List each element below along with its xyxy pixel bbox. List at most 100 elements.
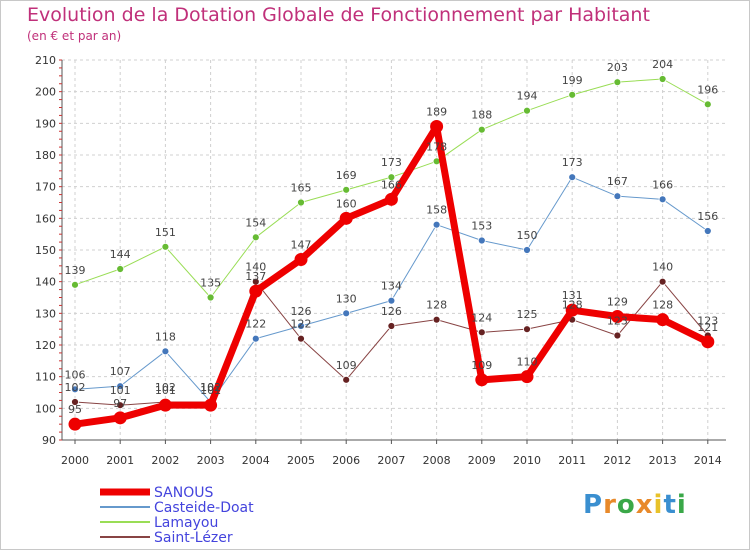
logo-letter: P [583,490,604,520]
data-label: 140 [245,261,266,274]
data-label: 135 [200,277,221,290]
data-label: 173 [562,156,583,169]
logo-letter: i [676,490,687,520]
data-point [158,398,172,412]
y-tick-label: 210 [35,54,56,67]
data-label: 128 [652,299,673,312]
data-point [430,120,444,133]
x-tick-label: 2000 [61,454,89,467]
data-point [565,303,579,317]
data-label: 109 [471,359,492,372]
data-point [523,106,531,115]
y-tick-label: 180 [35,149,56,162]
data-label: 125 [517,308,538,321]
data-point [339,211,353,225]
data-point [432,315,441,324]
chart-title: Evolution de la Dotation Globale de Fonc… [27,4,650,26]
y-tick-label: 100 [35,402,56,415]
data-label: 121 [697,321,718,334]
data-point [387,173,396,182]
logo-letter: t [663,490,677,520]
data-label: 165 [291,182,312,195]
data-label: 118 [155,330,176,343]
data-label: 134 [381,280,402,293]
data-point [477,236,486,245]
data-label: 101 [110,384,131,397]
data-label: 101 [200,384,221,397]
y-tick-label: 130 [35,307,56,320]
data-point [656,313,670,327]
data-point [703,227,712,235]
data-point [568,90,577,99]
data-point [342,309,351,318]
data-point [658,195,667,204]
data-label: 140 [652,261,673,274]
data-label: 167 [607,175,628,188]
data-point [251,233,260,242]
x-tick-label: 2010 [513,454,541,467]
data-point [71,280,79,289]
data-point [432,220,441,229]
x-tick-label: 2006 [332,454,360,467]
legend-label: Casteide-Doat [154,500,254,516]
x-tick-label: 2009 [468,454,496,467]
data-point [523,246,531,254]
x-tick-label: 2011 [558,454,586,467]
y-tick-label: 110 [35,371,56,384]
data-point [613,331,622,340]
x-tick-label: 2013 [649,454,677,467]
x-tick-label: 2002 [151,454,179,467]
data-label: 109 [336,359,357,372]
y-tick-label: 150 [35,244,56,257]
data-label: 129 [607,296,628,309]
data-label: 107 [110,365,131,378]
data-label: 194 [517,90,538,103]
data-label: 97 [113,397,127,410]
data-label: 166 [652,178,673,191]
legend-label: Saint-Lézer [154,530,233,546]
y-tick-label: 90 [42,434,56,447]
data-label: 102 [155,381,176,394]
data-point [71,385,79,394]
data-label: 199 [562,74,583,87]
data-point [297,198,305,207]
legend-label: Lamayou [154,515,218,531]
data-label: 95 [68,403,82,416]
data-point [251,334,260,343]
data-point [116,265,125,273]
data-label: 130 [336,292,357,305]
y-tick-label: 160 [35,212,56,225]
y-tick-label: 190 [35,117,56,130]
x-tick-label: 2001 [106,454,134,467]
y-tick-label: 140 [35,276,56,289]
data-point [297,322,305,330]
legend-label: SANOUS [154,485,213,501]
chart-subtitle: (en € et par an) [27,29,122,43]
data-point [113,411,127,425]
data-point [116,382,125,391]
data-point [520,370,534,384]
x-tick-label: 2004 [242,454,270,467]
data-point [116,401,125,410]
data-point [703,100,712,109]
data-point [613,78,622,87]
logo-letter: i [653,490,664,520]
data-label: 122 [291,318,312,331]
data-point [342,375,351,384]
data-labels: 139 144 151 135 154 165 169 173 178 188 194 199 203 2… [65,58,719,416]
data-label: 110 [517,356,538,369]
data-label: 102 [200,381,221,394]
data-label: 124 [471,311,492,324]
data-point [294,253,308,266]
logo-letter: r [603,490,617,520]
data-label: 151 [155,226,176,239]
x-tick-label: 2014 [694,454,722,467]
proxiti-logo: Proxiti [583,490,687,520]
data-point [297,334,305,343]
data-label: 106 [65,368,86,381]
data-point [204,398,218,412]
data-point [477,125,486,134]
series-group [68,75,715,431]
